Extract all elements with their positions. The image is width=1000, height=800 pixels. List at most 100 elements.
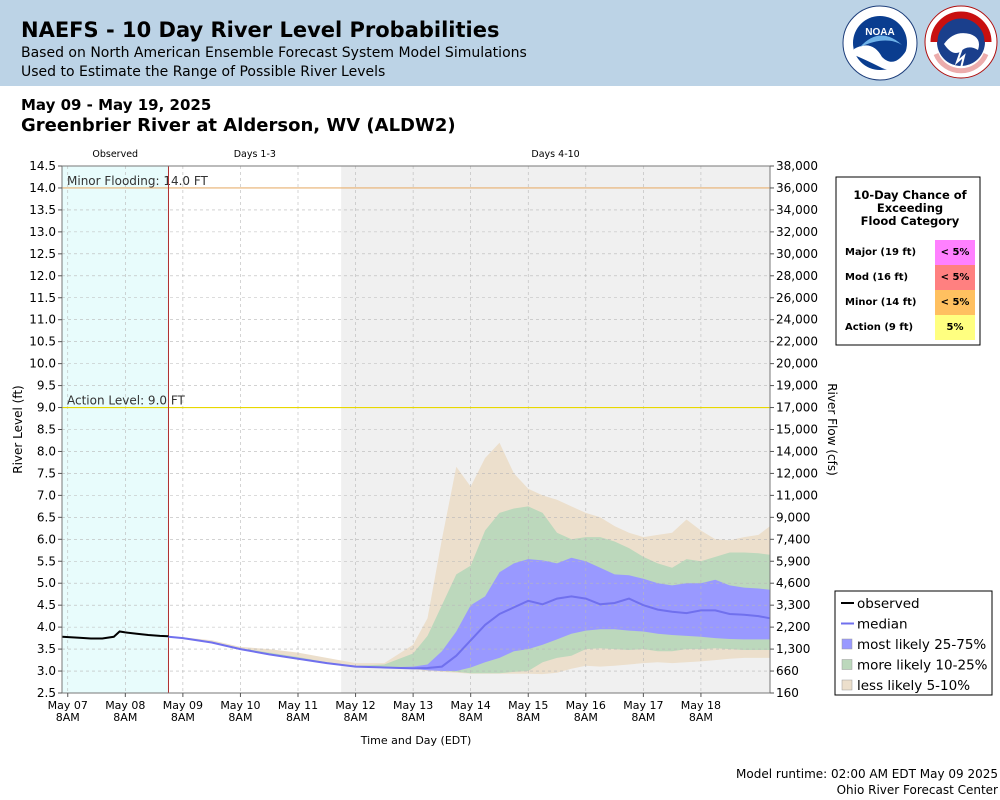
y-tick-label: 14.0 [29,181,56,195]
y2-tick-label: 1,300 [776,642,810,656]
y-tick-label: 8.5 [37,423,56,437]
legend-frame [834,590,993,696]
noaa-logo: NOAA [842,5,918,81]
flood-table-title: Flood Category [861,214,960,228]
y2-tick-label: 12,000 [776,466,818,480]
y-tick-label: 11.5 [29,291,56,305]
y2-tick-label: 22,000 [776,335,818,349]
threshold-label-0: Minor Flooding: 14.0 FT [67,174,209,188]
y2-tick-label: 38,000 [776,159,818,173]
y-tick-label: 3.5 [37,642,56,656]
y-tick-label: 5.0 [37,576,56,590]
y-axis-title: River Level (ft) [11,385,25,473]
observed-line [61,630,169,640]
legend-label: median [857,617,908,633]
model-runtime: Model runtime: 02:00 AM EDT May 09 2025 [736,767,998,781]
flood-table-chance: < 5% [941,272,970,283]
x-tick-label-time: 8AM [286,711,310,724]
median-line [168,595,771,670]
y-tick-label: 10.5 [29,335,56,349]
flood-table-chance: < 5% [941,247,970,258]
x-tick-label-time: 8AM [56,711,80,724]
flood-table-chance: 5% [947,322,964,333]
x-tick-label-time: 8AM [344,711,368,724]
observed-period-region [62,166,169,693]
y-tick-label: 6.0 [37,532,56,546]
y2-tick-label: 26,000 [776,291,818,305]
y2-tick-label: 28,000 [776,269,818,283]
flood-table-title: Exceeding [877,201,943,215]
band-most-likely-25-75 [168,557,770,671]
flood-table-chance-cell [935,240,975,265]
band-more-likely-10-25 [168,506,770,674]
flood-table-chance: < 5% [941,297,970,308]
y-tick-label: 4.5 [37,598,56,612]
y2-tick-label: 14,000 [776,444,818,458]
x-tick-label-date: May 12 [335,699,375,712]
y2-tick-label: 30,000 [776,247,818,261]
legend-label: observed [857,596,920,612]
y2-tick-label: 15,000 [776,423,818,437]
x-tick-label-time: 8AM [459,711,483,724]
nws-logo [924,5,998,79]
flood-table-title: 10-Day Chance of [853,188,967,202]
y2-tick-label: 660 [776,664,799,678]
forecast-center: Ohio River Forecast Center [836,783,998,797]
legend-label: most likely 25-75% [857,637,986,653]
y2-tick-label: 20,000 [776,357,818,371]
y2-tick-label: 36,000 [776,181,818,195]
y2-tick-label: 5,900 [776,554,810,568]
x-tick-label-time: 8AM [228,711,252,724]
page-title: NAEFS - 10 Day River Level Probabilities [21,18,500,42]
x-tick-label-date: May 16 [566,699,606,712]
y-tick-label: 6.5 [37,510,56,524]
page-subtitle-2: Used to Estimate the Range of Possible R… [21,64,386,80]
y2-tick-label: 3,300 [776,598,810,612]
y2-tick-label: 9,000 [776,510,810,524]
x-tick-label-time: 8AM [574,711,598,724]
y-tick-label: 3.0 [37,664,56,678]
flood-table-category: Minor (14 ft) [845,297,916,308]
y-tick-label: 12.0 [29,269,56,283]
x-tick-label-date: May 17 [623,699,663,712]
x-tick-label-date: May 09 [163,699,203,712]
x-tick-label-time: 8AM [689,711,713,724]
y-tick-label: 7.5 [37,466,56,480]
chart-legend: observed median most likely 25-75% more lik… [834,590,993,696]
y2-tick-label: 32,000 [776,225,818,239]
y-tick-label: 7.0 [37,488,56,502]
y-tick-label: 5.5 [37,554,56,568]
x-tick-label-time: 8AM [401,711,425,724]
legend-swatch-box [841,638,853,650]
flood-table-chance-cell [935,265,975,290]
x-axis-title: Time and Day (EDT) [360,734,472,747]
x-tick-label-date: May 14 [451,699,491,712]
y2-tick-label: 34,000 [776,203,818,217]
flood-table-category: Action (9 ft) [845,322,913,333]
x-tick-label-date: May 15 [508,699,548,712]
y-tick-label: 13.5 [29,203,56,217]
noaa-logo-text: NOAA [865,27,894,38]
flood-table-chance-cell [935,315,975,340]
page-header: NAEFS - 10 Day River Level Probabilities… [0,0,1000,86]
x-tick-label-date: May 08 [105,699,145,712]
station-name: Greenbrier River at Alderson, WV (ALDW2) [21,115,456,136]
date-range: May 09 - May 19, 2025 [21,96,212,114]
y-tick-label: 2.5 [37,686,56,700]
y-tick-label: 12.5 [29,247,56,261]
x-tick-label-date: May 18 [681,699,721,712]
y-tick-label: 13.0 [29,225,56,239]
legend-swatch-box [841,679,853,691]
y-tick-label: 9.0 [37,401,56,415]
y2-axis-title: River Flow (cfs) [825,383,839,476]
period-label-days4-10: Days 4-10 [531,149,579,160]
flood-table-category: Major (19 ft) [845,247,916,258]
y2-tick-label: 19,000 [776,379,818,393]
x-tick-label-time: 8AM [516,711,540,724]
y-tick-label: 14.5 [29,159,56,173]
y-tick-label: 4.0 [37,620,56,634]
x-tick-label-time: 8AM [113,711,137,724]
y2-tick-label: 17,000 [776,401,818,415]
